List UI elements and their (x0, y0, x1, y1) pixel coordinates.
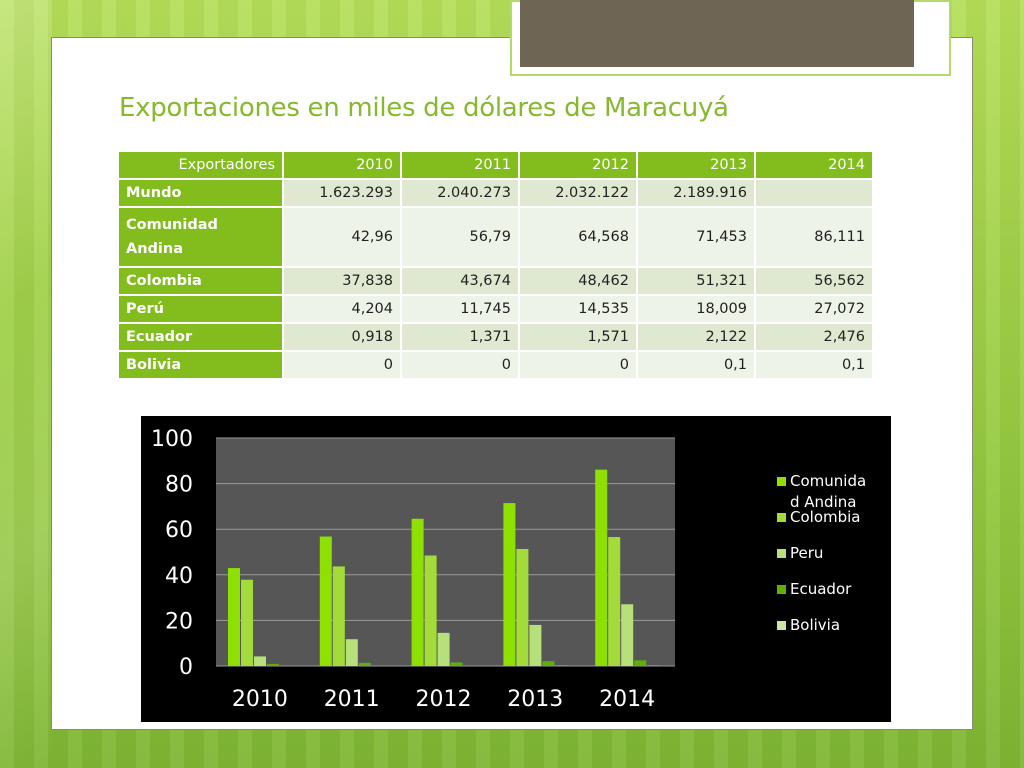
header-exportadores: Exportadores (117, 150, 284, 180)
legend-label: Peru (790, 544, 823, 562)
cell-value: 18,009 (636, 294, 756, 324)
x-tick-label: 2012 (416, 687, 472, 712)
legend-swatch (777, 477, 786, 486)
cell-value: 27,072 (754, 294, 874, 324)
cell-value: 56,562 (754, 266, 874, 296)
x-tick-label: 2013 (507, 687, 563, 712)
cell-value: 11,745 (400, 294, 520, 324)
row-label: Mundo (117, 178, 284, 208)
row-label: Perú (117, 294, 284, 324)
legend-label: Colombia (790, 508, 861, 526)
legend-label: Ecuador (790, 580, 852, 598)
table-row: Bolivia 0 0 0 0,1 0,1 (117, 350, 874, 380)
x-tick-label: 2014 (599, 687, 655, 712)
cell-value: 1,571 (518, 322, 638, 352)
row-label-line: Comunidad (126, 217, 218, 233)
cell-value: 2.040.273 (400, 178, 520, 208)
table-row: Perú 4,204 11,745 14,535 18,009 27,072 (117, 294, 874, 324)
legend-swatch (777, 585, 786, 594)
row-label-line: Andina (126, 241, 184, 257)
bar (542, 661, 555, 666)
bar (332, 566, 345, 666)
header-2011: 2011 (400, 150, 520, 180)
cell-value: 43,674 (400, 266, 520, 296)
header-2014: 2014 (754, 150, 874, 180)
cell-value: 48,462 (518, 266, 638, 296)
header-2012: 2012 (518, 150, 638, 180)
legend-swatch (777, 621, 786, 630)
bar (267, 663, 279, 666)
x-tick-label: 2010 (232, 687, 288, 712)
cell-value: 1.623.293 (282, 178, 402, 208)
table-row: Mundo 1.623.293 2.040.273 2.032.122 2.18… (117, 178, 874, 208)
row-label: Colombia (117, 266, 284, 296)
cell-value: 71,453 (636, 206, 756, 268)
legend-swatch (777, 513, 786, 522)
cell-value: 1,371 (400, 322, 520, 352)
background-stripe (0, 0, 52, 768)
x-tick-label: 2011 (324, 687, 380, 712)
legend-label: Comunida (790, 472, 866, 490)
bar (595, 469, 608, 666)
bar (241, 579, 253, 666)
cell-value: 64,568 (518, 206, 638, 268)
legend-label: Bolivia (790, 616, 840, 634)
cell-value: 0,1 (754, 350, 874, 380)
cell-value: 51,321 (636, 266, 756, 296)
y-tick-label: 0 (179, 655, 193, 680)
cell-value: 86,111 (754, 206, 874, 268)
cell-value: 0 (518, 350, 638, 380)
bar (621, 604, 634, 666)
bar (529, 624, 542, 666)
legend-swatch (777, 549, 786, 558)
y-tick-label: 80 (165, 473, 193, 498)
bar (345, 639, 358, 666)
row-label: Ecuador (117, 322, 284, 352)
table-row: Comunidad Andina 42,96 56,79 64,568 71,45… (117, 206, 874, 268)
bar (411, 518, 424, 666)
table-header-row: Exportadores 2010 2011 2012 2013 2014 (117, 150, 874, 180)
cell-value: 2,476 (754, 322, 874, 352)
cell-value: 0 (282, 350, 402, 380)
y-tick-label: 60 (165, 518, 193, 543)
cell-value: 0,1 (636, 350, 756, 380)
cell-value: 42,96 (282, 206, 402, 268)
bar (608, 537, 621, 666)
bar (437, 632, 450, 666)
y-tick-label: 40 (165, 564, 193, 589)
bar (516, 548, 529, 666)
header-2010: 2010 (282, 150, 402, 180)
cell-value: 37,838 (282, 266, 402, 296)
cell-value: 0 (400, 350, 520, 380)
table-row: Ecuador 0,918 1,371 1,571 2,122 2,476 (117, 322, 874, 352)
bar (503, 503, 516, 666)
bar (254, 656, 266, 666)
cell-value: 0,918 (282, 322, 402, 352)
cell-value: 56,79 (400, 206, 520, 268)
table-row: Colombia 37,838 43,674 48,462 51,321 56,… (117, 266, 874, 296)
cell-value (754, 178, 874, 208)
exports-table: Exportadores 2010 2011 2012 2013 2014 Mu… (117, 150, 874, 380)
row-label: Bolivia (117, 350, 284, 380)
cell-value: 2.032.122 (518, 178, 638, 208)
cell-value: 2,122 (636, 322, 756, 352)
decorative-block (520, 0, 914, 67)
y-tick-label: 20 (165, 609, 193, 634)
cell-value: 14,535 (518, 294, 638, 324)
cell-value: 2.189.916 (636, 178, 756, 208)
bar-chart-svg: 0 20 40 60 80 100 2010 2011 2012 2013 2014 Comunida… (151, 427, 866, 712)
header-2013: 2013 (636, 150, 756, 180)
row-label: Comunidad Andina (117, 206, 284, 268)
bar (319, 536, 332, 666)
bar (450, 662, 463, 666)
bar (634, 660, 647, 666)
y-tick-label: 100 (151, 427, 193, 452)
cell-value: 4,204 (282, 294, 402, 324)
slide-title: Exportaciones en miles de dólares de Mar… (119, 93, 729, 123)
bar (228, 568, 240, 666)
bar (424, 555, 437, 666)
bar (358, 662, 371, 666)
legend-label: d Andina (790, 493, 856, 511)
bar-chart: 0 20 40 60 80 100 2010 2011 2012 2013 2014 Comunida… (141, 416, 891, 722)
